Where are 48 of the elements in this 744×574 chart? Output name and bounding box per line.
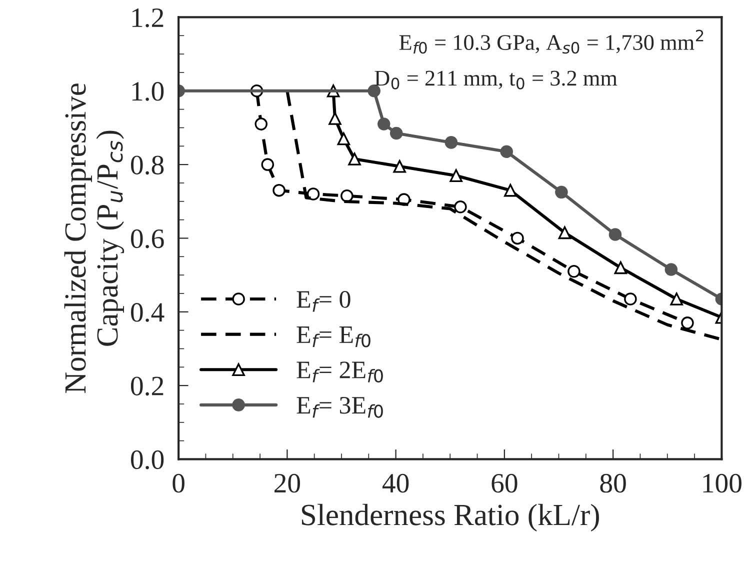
legend-label: E$_{f}$= 2E$_{f0}$ — [296, 362, 383, 383]
point — [504, 184, 517, 197]
point — [306, 188, 320, 200]
y-tick-label: 1.0 — [132, 82, 164, 101]
y-tick-label: 1.2 — [132, 8, 164, 28]
x-tick-label: 40 — [382, 474, 409, 493]
point — [664, 263, 678, 276]
point — [558, 226, 572, 240]
point — [614, 261, 628, 274]
annotation: D$_{0}$ = 211 mm, t$_{0}$ = 3.2 mm — [374, 70, 618, 90]
point — [377, 118, 390, 130]
point — [368, 84, 380, 98]
point — [670, 292, 683, 306]
y-tick-label: 0.8 — [131, 156, 164, 175]
y-tick-label: 0.0 — [131, 450, 164, 470]
x-axis-title: Slenderness Ratio (kL/r) — [302, 504, 599, 532]
y-tick-label: 0.6 — [131, 229, 164, 248]
point — [261, 158, 274, 171]
x-tick-label: 60 — [492, 474, 518, 493]
point — [444, 136, 458, 149]
point — [390, 126, 403, 140]
point — [254, 118, 268, 130]
y-axis-title: Normalized Compressive Capacity (P$_{u}$/P$_{cs}$) — [64, 84, 124, 394]
x-tick-label: 100 — [703, 474, 742, 493]
point — [272, 184, 286, 197]
y-tick-label: 0.2 — [131, 376, 164, 396]
point — [348, 152, 361, 166]
point — [608, 228, 622, 241]
point — [500, 145, 513, 158]
point — [555, 186, 568, 199]
point — [511, 232, 524, 245]
point — [568, 264, 580, 278]
point — [393, 160, 406, 173]
y-tick-label: 0.4 — [131, 303, 164, 322]
legend-label: E$_{f}$= 3E$_{f0}$ — [296, 396, 383, 418]
legend-label: E$_{f}$= E$_{f0}$ — [296, 326, 370, 348]
x-tick-label: 80 — [600, 474, 626, 493]
point — [454, 200, 467, 214]
point — [624, 292, 637, 306]
legend-label: E$_{f}$= 0 — [296, 290, 350, 312]
point — [681, 316, 694, 330]
point — [450, 169, 462, 182]
x-tick-label: 0 — [172, 474, 184, 493]
annotation: E$_{f0}$ = 10.3 GPa, A$_{s0}$ = 1,730 mm$^{2}$ — [399, 30, 704, 54]
point — [337, 132, 350, 146]
point — [340, 189, 354, 202]
x-tick-label: 20 — [274, 474, 300, 493]
point — [328, 112, 342, 125]
